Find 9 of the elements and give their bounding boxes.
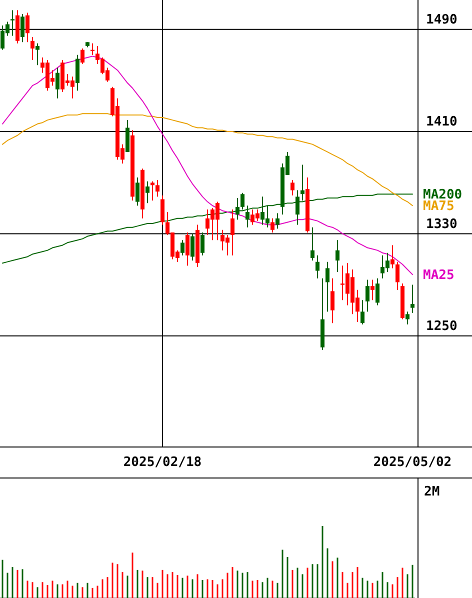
y-tick-label: 1410 bbox=[426, 114, 458, 130]
y-tick-label: 1490 bbox=[426, 12, 458, 28]
x-tick-label: 2025/02/18 bbox=[123, 455, 202, 470]
series-label: MA25 bbox=[423, 268, 454, 284]
y-tick-label: 1330 bbox=[426, 216, 458, 232]
x-tick-label: 2025/05/02 bbox=[373, 455, 452, 470]
text: 2M bbox=[424, 484, 440, 500]
y-tick-label: 1250 bbox=[426, 319, 458, 334]
series-label: MA75 bbox=[423, 199, 454, 214]
